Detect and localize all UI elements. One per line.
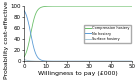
X-axis label: Willingness to pay (£000): Willingness to pay (£000) <box>38 71 118 76</box>
Y-axis label: Probability cost-effective (%): Probability cost-effective (%) <box>4 0 9 79</box>
Legend: Compression hosiery, No hosiery, Surface hosiery: Compression hosiery, No hosiery, Surface… <box>84 25 131 43</box>
